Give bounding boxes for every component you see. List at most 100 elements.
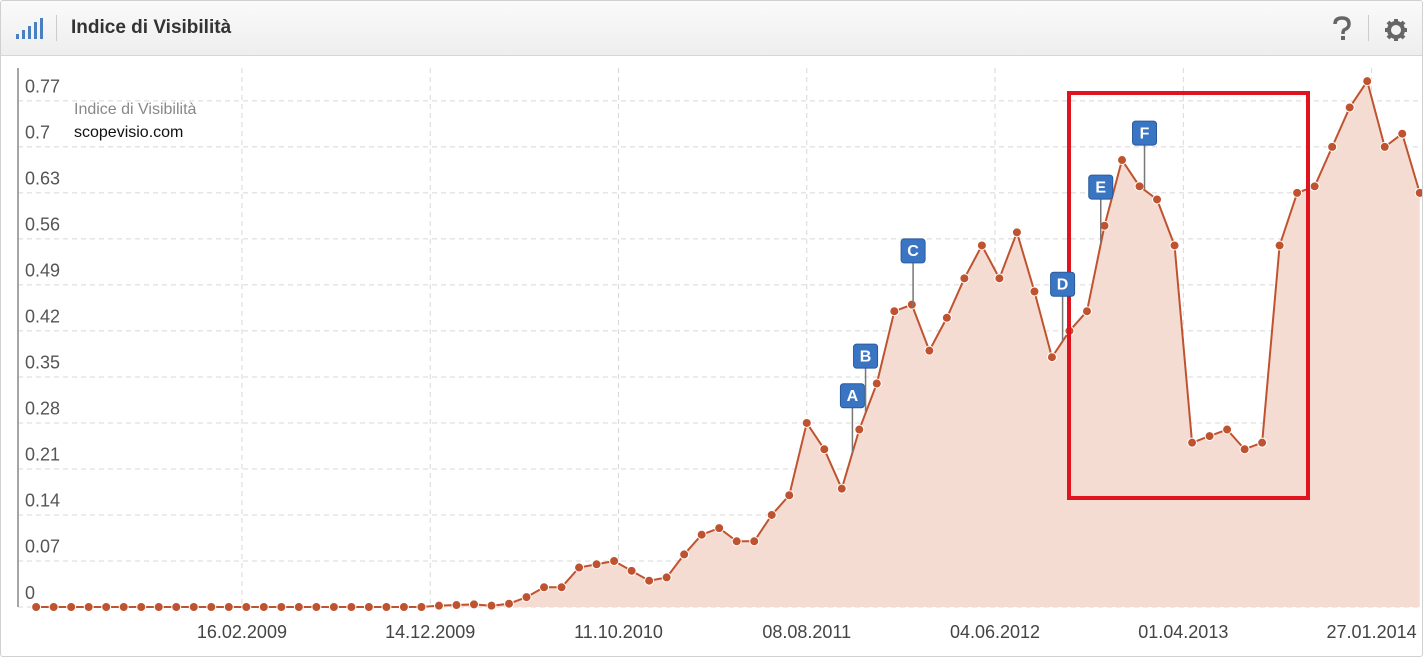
annotation-label: C	[907, 243, 919, 260]
data-point	[1309, 181, 1320, 192]
data-point	[118, 602, 129, 612]
data-point	[1362, 76, 1373, 87]
data-point	[521, 592, 532, 603]
data-point	[363, 602, 374, 612]
data-point	[959, 273, 970, 284]
data-point	[679, 549, 690, 560]
data-point	[1414, 187, 1422, 198]
data-point	[223, 602, 234, 612]
data-point	[293, 602, 304, 612]
data-point	[801, 417, 812, 428]
data-point	[66, 602, 77, 612]
data-point	[83, 602, 94, 612]
data-point	[171, 602, 182, 612]
data-point	[626, 565, 637, 576]
data-point	[398, 602, 409, 612]
data-point	[591, 559, 602, 570]
data-point	[976, 240, 987, 251]
data-point	[101, 602, 112, 612]
y-tick-label: 0.7	[25, 123, 50, 143]
data-point	[381, 602, 392, 612]
x-tick-label: 01.04.2013	[1138, 622, 1228, 642]
header-title: Indice di Visibilità	[71, 17, 232, 38]
data-point	[644, 575, 655, 586]
data-point	[784, 490, 795, 501]
x-tick-label: 11.10.2010	[574, 622, 663, 642]
data-point	[941, 312, 952, 323]
y-tick-label: 0.63	[25, 169, 60, 189]
help-icon[interactable]	[1331, 16, 1353, 42]
annotation-label: F	[1140, 125, 1150, 142]
data-point	[451, 600, 462, 611]
data-point	[1046, 352, 1057, 363]
data-point	[504, 598, 515, 609]
data-point	[433, 600, 444, 611]
data-point	[48, 602, 59, 612]
y-tick-label: 0.42	[25, 307, 60, 327]
legend-entry: scopevisio.com	[74, 124, 183, 141]
data-point	[1292, 187, 1303, 198]
y-tick-label: 0.14	[25, 491, 60, 511]
data-point	[136, 602, 147, 612]
data-point	[556, 582, 567, 593]
data-point	[1169, 240, 1180, 251]
annotation-label: A	[847, 388, 859, 405]
data-point	[206, 602, 217, 612]
data-point	[854, 424, 865, 435]
x-tick-label: 08.08.2011	[762, 622, 851, 642]
series-area	[36, 81, 1420, 607]
data-point	[906, 299, 917, 310]
data-point	[1239, 444, 1250, 455]
data-point	[486, 600, 497, 611]
y-tick-label: 0.49	[25, 261, 60, 281]
data-point	[1081, 306, 1092, 317]
separator	[56, 15, 57, 41]
data-point	[276, 602, 287, 612]
chart: Indice di Visibilità scopevisio.com 0 0.0…	[17, 68, 1422, 642]
data-point	[696, 529, 707, 540]
data-point	[328, 602, 339, 612]
data-point	[468, 599, 479, 610]
y-tick-label: 0.28	[25, 399, 60, 419]
y-tick-label: 0	[25, 583, 35, 603]
data-point	[871, 378, 882, 389]
data-point	[609, 555, 620, 566]
data-point	[311, 602, 322, 612]
settings-icon[interactable]	[1384, 18, 1408, 42]
data-point	[539, 582, 550, 593]
data-point	[416, 602, 427, 612]
data-point	[1152, 194, 1163, 205]
x-tick-label: 14.12.2009	[385, 622, 475, 642]
annotation-flag	[1132, 120, 1158, 146]
data-point	[31, 602, 42, 612]
legend-title: Indice di Visibilità	[74, 101, 197, 118]
chart-icon	[16, 18, 43, 39]
data-point	[1222, 424, 1233, 435]
annotation-flag	[1050, 271, 1076, 297]
data-point	[1379, 141, 1390, 152]
x-tick-label: 27.01.2014	[1327, 622, 1417, 642]
data-point	[1344, 102, 1355, 113]
data-point	[241, 602, 252, 612]
data-point	[714, 523, 725, 534]
x-tick-label: 16.02.2009	[197, 622, 287, 642]
annotation-flag	[853, 343, 879, 369]
data-point	[749, 536, 760, 547]
data-point	[924, 345, 935, 356]
data-point	[1134, 181, 1145, 192]
separator	[1368, 15, 1369, 41]
data-point	[766, 509, 777, 520]
data-point	[661, 572, 672, 583]
annotation-label: E	[1095, 179, 1106, 196]
data-point	[994, 273, 1005, 284]
y-tick-label: 0.21	[25, 445, 60, 465]
data-point	[889, 306, 900, 317]
y-tick-label: 0.07	[25, 537, 60, 557]
annotation-flag	[900, 238, 926, 264]
data-point	[1011, 227, 1022, 238]
data-point	[258, 602, 269, 612]
widget-header: Indice di Visibilità	[1, 1, 1422, 56]
data-point	[819, 444, 830, 455]
data-point	[1029, 286, 1040, 297]
x-tick-label: 04.06.2012	[950, 622, 1040, 642]
